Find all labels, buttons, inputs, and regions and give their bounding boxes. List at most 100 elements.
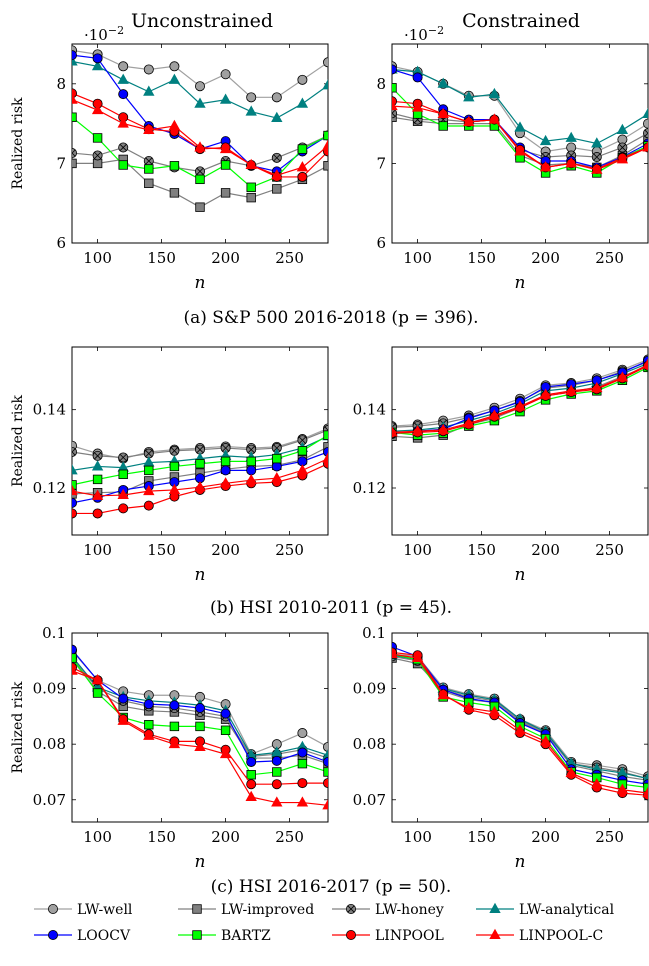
point-linpool-c: [322, 139, 328, 150]
point-lw-well: [643, 118, 648, 129]
series-layer: [72, 423, 328, 519]
point-lw-analytical: [591, 137, 603, 148]
series-layer: [392, 61, 648, 178]
point-bartz: [195, 174, 205, 185]
point-linpool: [271, 779, 282, 790]
point-loocv: [72, 644, 77, 655]
legend-marker: [489, 902, 501, 913]
y-axis-label: Realized risk: [10, 97, 26, 190]
point-linpool-c: [296, 161, 309, 172]
point-bartz: [92, 133, 103, 143]
point-linpool-c: [219, 477, 232, 488]
chart-panel-3: 100 150 200 250 0.12 0.14 n Realized risk: [10, 346, 329, 585]
point-lw-honey: [194, 166, 205, 177]
x-tick-label: 250: [595, 541, 624, 559]
point-linpool-c: [194, 141, 206, 152]
x-tick-label: 100: [83, 828, 112, 846]
point-linpool: [323, 778, 328, 789]
x-tick-label: 100: [403, 249, 432, 267]
x-tick-label: 150: [467, 828, 496, 846]
plot-frame: [71, 632, 329, 823]
point-linpool-c: [143, 123, 155, 134]
panel-title-unconstrained: Unconstrained: [131, 10, 273, 32]
point-lw-analytical: [143, 85, 155, 96]
point-lw-honey: [617, 142, 628, 153]
point-lw-honey: [392, 108, 397, 119]
point-lw-analytical: [245, 105, 257, 116]
legend-label: LW-analytical: [519, 902, 615, 918]
x-tick-label: 100: [83, 249, 112, 267]
plot-frame: [391, 632, 649, 823]
point-bartz: [246, 770, 256, 780]
series-layer: [72, 45, 328, 212]
x-axis-label: n: [515, 273, 526, 293]
legend: LW-well LW-improved LW-honey LW-analytical L…: [34, 902, 615, 944]
point-bartz: [246, 456, 256, 467]
point-loocv: [220, 708, 231, 719]
y-tick-label: 0.12: [33, 479, 66, 497]
legend-entry-lw-honey: LW-honey: [332, 902, 444, 918]
point-linpool-c: [463, 701, 475, 713]
point-bartz: [144, 720, 154, 730]
point-bartz: [195, 721, 205, 732]
point-lw-analytical: [219, 93, 232, 104]
point-lw-analytical: [616, 123, 629, 134]
point-linpool-c: [642, 141, 648, 152]
scale-multiplier: ·10−2: [84, 24, 124, 44]
point-linpool-c: [411, 101, 424, 112]
legend-entry-linpool-c: LINPOOL-C: [476, 928, 603, 944]
y-tick-label: 0.08: [353, 735, 386, 753]
x-axis-label: n: [195, 852, 206, 872]
point-loocv: [323, 756, 328, 767]
legend-label: LW-well: [77, 902, 133, 918]
point-loocv: [118, 89, 129, 100]
point-linpool-c: [296, 464, 309, 475]
point-linpool-c: [245, 158, 257, 169]
point-lw-analytical: [642, 107, 648, 119]
point-linpool-c: [117, 117, 129, 128]
point-bartz: [169, 161, 180, 171]
x-axis-label: n: [195, 565, 206, 585]
point-loocv: [297, 747, 308, 758]
point-bartz: [92, 474, 103, 485]
y-tick-label: 0.07: [353, 791, 386, 809]
point-linpool-c: [411, 651, 424, 663]
y-tick-label: 0.08: [33, 735, 66, 753]
point-linpool-c: [168, 483, 181, 494]
y-tick-label: 7: [56, 154, 66, 172]
point-linpool-c: [322, 452, 328, 463]
point-bartz: [272, 453, 282, 464]
point-linpool-c: [437, 107, 449, 119]
series-layer: [72, 644, 328, 810]
point-bartz: [118, 469, 128, 479]
point-linpool-c: [591, 777, 603, 789]
y-tick-label: 8: [376, 75, 386, 93]
point-linpool: [118, 503, 129, 514]
y-tick-label: 0.1: [362, 624, 386, 642]
point-bartz: [297, 144, 308, 154]
point-linpool-c: [91, 674, 104, 685]
point-lw-honey: [92, 450, 103, 461]
chart-panel-4: 100 150 200 250 0.12 0.14 n: [353, 346, 649, 585]
point-bartz: [297, 446, 308, 456]
point-lw-honey: [72, 446, 77, 457]
point-lw-improved: [272, 184, 282, 194]
plot-frame: [71, 346, 329, 536]
point-lw-honey: [143, 156, 154, 167]
point-linpool: [143, 500, 154, 511]
point-loocv: [246, 465, 257, 476]
x-tick-label: 250: [595, 249, 624, 267]
x-axis-label: n: [515, 565, 526, 585]
point-lw-analytical: [168, 73, 181, 84]
point-linpool-c: [117, 488, 129, 500]
point-lw-analytical: [322, 749, 328, 760]
point-lw-analytical: [539, 134, 552, 146]
point-lw-improved: [246, 192, 256, 203]
chart-panel-5: 100 150 200 250 0.07 0.08 0.09 0.1 n Realized ris…: [10, 624, 329, 872]
point-lw-well: [169, 61, 180, 72]
point-linpool-c: [72, 484, 78, 496]
x-tick-label: 250: [275, 249, 304, 267]
point-bartz: [323, 430, 328, 440]
legend-marker: [48, 904, 59, 915]
